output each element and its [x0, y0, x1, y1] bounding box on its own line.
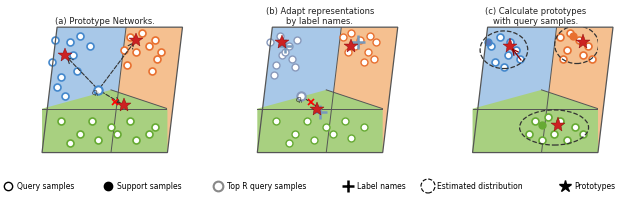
Polygon shape: [42, 27, 126, 153]
Polygon shape: [326, 27, 397, 153]
Text: Query samples: Query samples: [17, 181, 74, 191]
Text: Top R query samples: Top R query samples: [227, 181, 307, 191]
Title: (b) Adapt representations
by label names.: (b) Adapt representations by label names…: [266, 7, 374, 26]
Polygon shape: [257, 90, 383, 153]
Polygon shape: [257, 27, 341, 153]
Text: $Q_i$: $Q_i$: [295, 96, 304, 106]
Text: Label names: Label names: [357, 181, 406, 191]
Polygon shape: [472, 27, 557, 153]
Text: $Q_i$: $Q_i$: [91, 89, 100, 99]
Polygon shape: [472, 90, 598, 153]
Polygon shape: [111, 27, 182, 153]
Text: Prototypes: Prototypes: [574, 181, 615, 191]
Title: (a) Prototype Networks.: (a) Prototype Networks.: [55, 17, 155, 26]
Title: (c) Calculate prototypes
with query samples.: (c) Calculate prototypes with query samp…: [484, 7, 586, 26]
Text: Support samples: Support samples: [117, 181, 182, 191]
Polygon shape: [42, 90, 168, 153]
Polygon shape: [541, 27, 613, 153]
Text: Estimated distribution: Estimated distribution: [437, 181, 523, 191]
